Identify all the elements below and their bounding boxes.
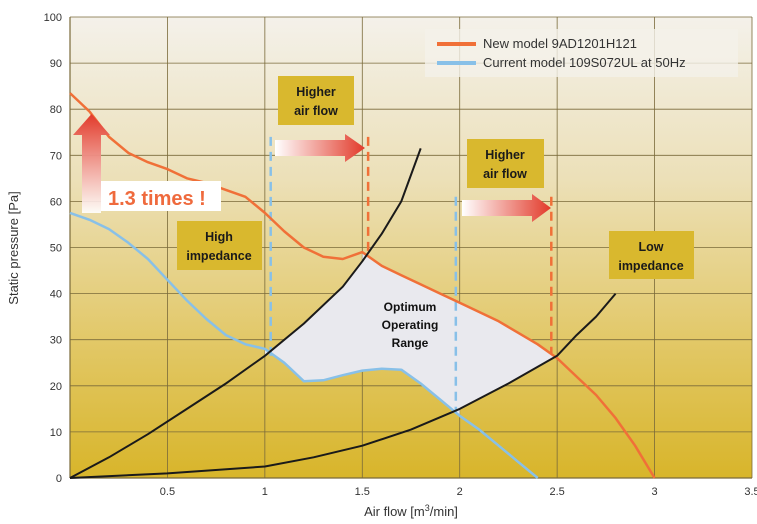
y-tick-label: 40	[50, 289, 62, 301]
higher-air-flow-label-2: Higher air flow	[467, 139, 544, 188]
x-tick-label: 1	[262, 486, 268, 498]
low-impedance-curve	[69, 292, 617, 479]
legend-label-new-model: New model 9AD1201H121	[483, 36, 637, 51]
high-impedance-curve	[69, 148, 422, 479]
up-arrow	[73, 114, 110, 213]
label-box	[467, 139, 544, 188]
y-tick-label: 10	[50, 427, 62, 439]
label-box	[609, 231, 694, 279]
y-tick-label: 50	[50, 243, 62, 255]
y-tick-label: 100	[44, 12, 62, 24]
series-lines	[69, 92, 656, 479]
legend-background	[425, 29, 738, 77]
optimum-label: Optimum Operating Range	[382, 300, 439, 350]
optimum-operating-range	[264, 252, 558, 416]
label-line-2: air flow	[294, 104, 338, 118]
pressure-gain-annotation: 1.3 times !	[73, 114, 221, 213]
optimum-line-1: Optimum	[384, 300, 437, 314]
x-tick-label: 3.5	[744, 486, 757, 498]
label-box	[278, 76, 354, 125]
times-label-box	[101, 181, 221, 211]
label-line-2: air flow	[483, 167, 527, 181]
label-line-1: High	[205, 230, 233, 244]
right-arrow-2	[462, 194, 551, 222]
optimum-line-3: Range	[392, 336, 429, 350]
label-box	[177, 221, 262, 270]
x-tick-label: 2	[457, 486, 463, 498]
legend: New model 9AD1201H121 Current model 109S…	[425, 29, 738, 77]
y-tick-label: 60	[50, 196, 62, 208]
dashed-lines	[269, 136, 553, 414]
label-line-1: Low	[639, 240, 664, 254]
y-tick-label: 80	[50, 104, 62, 116]
axis-ticks: 0 10 20 30 40 50 60 70 80 90 100 0.5 1 1.5 2 2.5 3 3.5	[44, 12, 757, 498]
x-tick-label: 1.5	[355, 486, 370, 498]
y-tick-label: 30	[50, 335, 62, 347]
right-arrow-1	[275, 134, 365, 162]
optimum-line-2: Operating	[382, 318, 439, 332]
series-line-current-model	[69, 211, 539, 479]
low-impedance-label: Low impedance	[609, 231, 694, 279]
higher-air-flow-label-1: Higher air flow	[278, 76, 354, 125]
label-line-2: impedance	[186, 249, 251, 263]
high-impedance-label: High impedance	[177, 221, 262, 270]
x-tick-label: 2.5	[549, 486, 564, 498]
y-tick-label: 20	[50, 381, 62, 393]
x-tick-label: 3	[652, 486, 658, 498]
series-line-new-model	[69, 92, 656, 479]
y-axis-title: Static pressure [Pa]	[6, 191, 21, 304]
x-axis-title: Air flow [m3/min]	[364, 503, 458, 519]
y-tick-label: 70	[50, 150, 62, 162]
y-tick-label: 0	[56, 473, 62, 485]
legend-label-current-model: Current model 109S072UL at 50Hz	[483, 55, 686, 70]
label-line-1: Higher	[296, 85, 336, 99]
times-label: 1.3 times !	[108, 188, 206, 210]
label-line-2: impedance	[618, 259, 683, 273]
y-tick-label: 90	[50, 58, 62, 70]
x-tick-label: 0.5	[160, 486, 175, 498]
label-line-1: Higher	[485, 148, 525, 162]
